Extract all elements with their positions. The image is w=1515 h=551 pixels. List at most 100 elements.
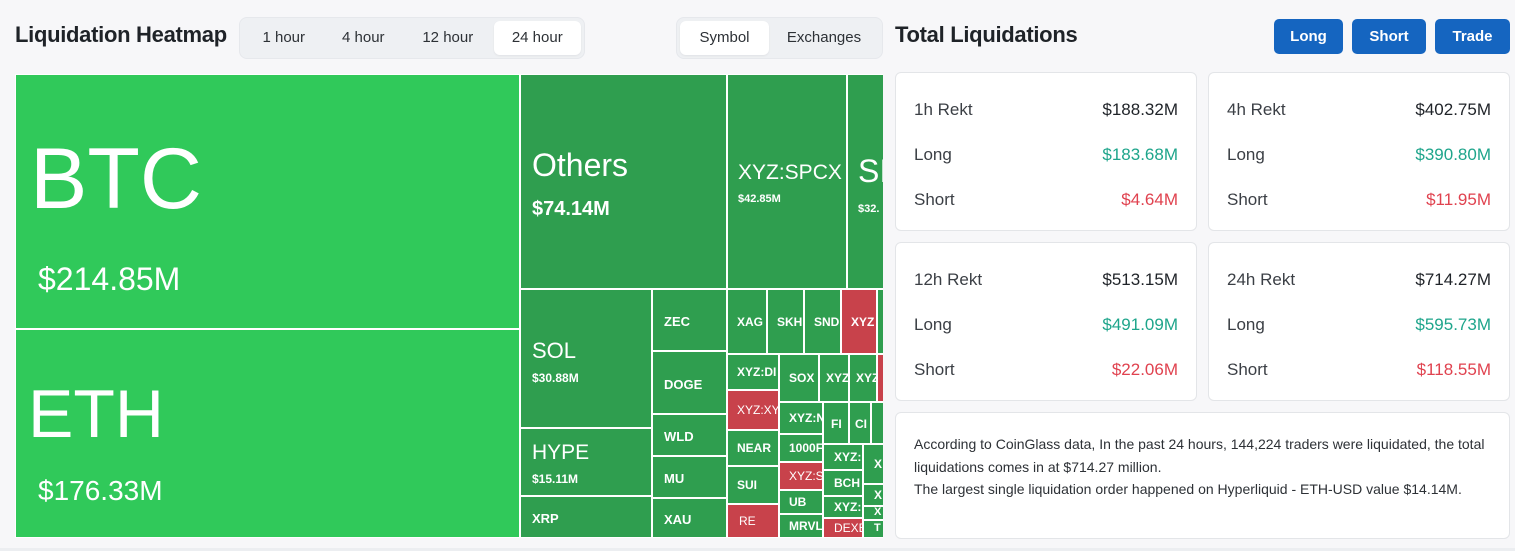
tab-24-hour[interactable]: 24 hour <box>493 21 581 55</box>
heatmap-tile-snd[interactable]: SND <box>804 289 841 354</box>
stat-label: 1h Rekt <box>914 100 973 119</box>
heatmap-tile-xau[interactable]: XAU <box>652 498 727 538</box>
heatmap-tile-near[interactable]: NEAR <box>727 430 779 466</box>
heatmap-tile-skh[interactable]: SKH <box>767 289 804 354</box>
heatmap-tile-ub[interactable]: UB <box>779 490 823 514</box>
heatmap-tile-xyz-n[interactable]: XYZ:N <box>779 402 823 434</box>
heatmap-tile-xyz-e[interactable]: XYZ: <box>823 496 863 518</box>
liquidation-summary: According to CoinGlass data, In the past… <box>895 412 1510 539</box>
heatmap-tile-xyz-s[interactable]: XYZ:S <box>779 462 823 490</box>
liquidation-heatmap: BTC $214.85M ETH $176.33M Others $74.14M… <box>15 74 883 538</box>
heatmap-tile-xyz-b[interactable]: XYZ <box>819 354 849 402</box>
tab-12-hour[interactable]: 12 hour <box>422 29 474 46</box>
heatmap-tile-mrvl[interactable]: MRVL <box>779 514 823 538</box>
tile-value: $15.11M <box>532 472 579 486</box>
long-button[interactable]: Long <box>1274 19 1343 54</box>
long-value: $491.09M <box>1102 315 1178 334</box>
heatmap-tile-xyz-d[interactable]: XYZ: <box>823 444 863 470</box>
tile-symbol: DEXE <box>834 521 862 535</box>
tile-symbol: XRP <box>532 511 559 526</box>
summary-line-2: The largest single liquidation order hap… <box>914 481 1462 497</box>
heatmap-tile-xyz-a[interactable]: XYZ <box>841 289 877 354</box>
tile-symbol: WLD <box>664 429 694 444</box>
heatmap-tile-xag[interactable]: XAG <box>727 289 767 354</box>
heatmap-tile-sol[interactable]: SOL $30.88M <box>520 289 652 428</box>
trade-button[interactable]: Trade <box>1435 19 1510 54</box>
heatmap-tile-small-a[interactable] <box>871 402 883 444</box>
heatmap-tile-re[interactable]: RE <box>727 504 779 538</box>
heatmap-tile-xyz-xy[interactable]: XYZ:XY <box>727 390 779 430</box>
tile-symbol: CI <box>855 417 867 431</box>
tile-symbol: XYZ:XY <box>737 403 779 417</box>
long-label: Long <box>914 145 952 164</box>
tile-symbol: XYZ <box>851 315 875 329</box>
tile-symbol: 1000F <box>789 441 823 455</box>
stat-total: $714.27M <box>1415 270 1491 289</box>
summary-line-1: According to CoinGlass data, In the past… <box>914 436 1485 475</box>
tile-symbol: XYZ:SPCX <box>738 161 842 184</box>
heatmap-tile-x-b[interactable]: X <box>863 484 883 506</box>
time-range-tabs: 1 hour 4 hour 12 hour 24 hour <box>239 17 585 59</box>
tile-symbol: SUI <box>737 478 758 492</box>
long-value: $183.68M <box>1102 145 1178 164</box>
heatmap-tile-sui[interactable]: SUI <box>727 466 779 504</box>
tile-symbol: XAU <box>664 512 692 527</box>
tab-symbol[interactable]: Symbol <box>680 21 769 55</box>
stat-card-1h: 1h Rekt $188.32M Long $183.68M Short $4.64M <box>895 72 1197 231</box>
tile-symbol: RE <box>739 514 756 528</box>
stat-total: $513.15M <box>1102 270 1178 289</box>
heatmap-tile-eth[interactable]: ETH $176.33M <box>15 329 520 538</box>
bottom-divider <box>0 548 1515 551</box>
heatmap-tile-dexe[interactable]: DEXE <box>823 518 863 538</box>
tile-symbol: XYZ:S <box>789 469 823 483</box>
heatmap-tile-1000f[interactable]: 1000F <box>779 434 823 462</box>
heatmap-tile-xyz-di[interactable]: XYZ:DI <box>727 354 779 390</box>
short-label: Short <box>914 190 955 209</box>
stat-label: 12h Rekt <box>914 270 983 289</box>
tile-value: $32. <box>858 203 880 215</box>
heatmap-tile-fi[interactable]: FI <box>823 402 849 444</box>
heatmap-tile-si[interactable]: SI $32. <box>847 74 883 289</box>
heatmap-tile-others[interactable]: Others $74.14M <box>520 74 727 289</box>
tab-exchanges[interactable]: Exchanges <box>786 29 862 46</box>
short-value: $22.06M <box>1111 360 1178 379</box>
heatmap-tile-doge[interactable]: DOGE <box>652 351 727 414</box>
tile-symbol: HYPE <box>532 441 590 464</box>
stat-label: 24h Rekt <box>1227 270 1296 289</box>
short-value: $11.95M <box>1426 190 1491 209</box>
tile-symbol: XYZ <box>826 371 849 385</box>
heatmap-tile-hype[interactable]: HYPE $15.11M <box>520 428 652 496</box>
tile-symbol: BCH <box>834 476 860 490</box>
heatmap-tile-x-a[interactable]: X <box>863 444 883 484</box>
heatmap-tile-xrp[interactable]: XRP <box>520 496 652 538</box>
long-value: $595.73M <box>1415 315 1491 334</box>
tile-symbol: XYZ <box>856 371 876 385</box>
tile-symbol: XAG <box>737 315 764 329</box>
heatmap-tile-x-c[interactable]: X <box>863 506 883 520</box>
heatmap-tile-xyz-c[interactable]: XYZ <box>849 354 877 402</box>
heatmap-tile-bch[interactable]: BCH <box>823 470 863 496</box>
heatmap-tile-sox[interactable]: SOX <box>779 354 819 402</box>
tile-symbol: SKH <box>777 315 803 329</box>
tile-symbol: BTC <box>30 131 202 227</box>
tile-symbol: XYZ: <box>834 500 862 514</box>
stat-total: $188.32M <box>1102 100 1178 119</box>
tile-symbol: UB <box>789 495 807 509</box>
heatmap-tile-t[interactable]: T <box>863 520 883 538</box>
heatmap-tile-red-sliver[interactable] <box>877 354 883 402</box>
heatmap-tile-btc[interactable]: BTC $214.85M <box>15 74 520 329</box>
heatmap-tile-ci[interactable]: CI <box>849 402 871 444</box>
heatmap-tile-wld[interactable]: WLD <box>652 414 727 456</box>
tile-symbol: T <box>874 522 881 534</box>
heatmap-tile-zec[interactable]: ZEC <box>652 289 727 351</box>
heatmap-tile-right-sliver[interactable] <box>877 289 883 354</box>
heatmap-tile-xyz-spcx[interactable]: XYZ:SPCX $42.85M <box>727 74 847 289</box>
view-tabs: Symbol Exchanges <box>676 17 883 59</box>
long-value: $390.80M <box>1415 145 1491 164</box>
tab-1-hour[interactable]: 1 hour <box>262 29 306 46</box>
stat-label: 4h Rekt <box>1227 100 1286 119</box>
heatmap-tile-mu[interactable]: MU <box>652 456 727 498</box>
short-button[interactable]: Short <box>1352 19 1426 54</box>
tab-4-hour[interactable]: 4 hour <box>342 29 385 46</box>
tile-symbol: SI <box>858 153 883 189</box>
